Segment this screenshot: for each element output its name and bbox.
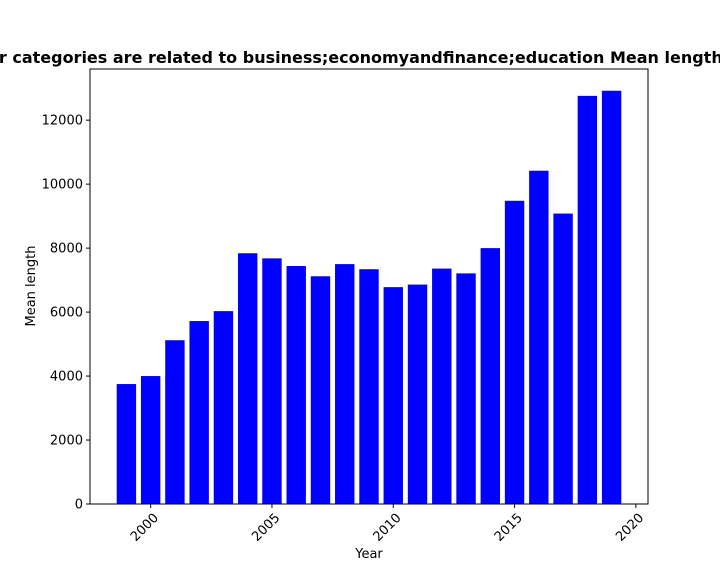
bar-2007 [310,276,331,504]
bar-2006 [286,266,306,504]
bar-2011 [407,284,428,504]
x-tick-label: 2005 [249,511,283,545]
bar-2002 [189,321,209,504]
y-axis-ticks: 0 2000 4000 6000 8000 10000 12000 [42,114,90,513]
bar-2015 [504,200,525,504]
bar-1999 [116,384,137,504]
bar-2019 [601,90,622,504]
bars-group [116,90,622,504]
y-tick-label: 2000 [50,434,83,449]
y-tick-label: 4000 [50,370,83,385]
bar-2012 [432,268,452,504]
bar-2004 [237,253,258,504]
bar-2018 [577,95,598,504]
chart-title: Privacy policies that their categories a… [0,48,720,67]
bar-2001 [165,340,185,504]
x-tick-label: 2015 [492,511,526,545]
bar-2000 [140,376,161,504]
bar-2010 [383,287,403,504]
plot-frame [89,68,649,505]
y-axis-label: Mean length [24,246,39,327]
x-tick-label: 2010 [371,511,405,545]
bar-2013 [456,273,476,504]
x-axis-ticks: 2000 2005 2010 2015 2020 [128,504,647,545]
bar-2008 [335,264,355,504]
x-tick-label: 2020 [613,511,647,545]
y-tick-label: 12000 [42,114,83,129]
bar-2017 [553,213,573,504]
bar-2014 [480,248,501,504]
bar-2009 [359,269,379,504]
x-axis-label: Year [354,547,383,562]
y-tick-label: 10000 [42,178,83,193]
x-tick-label: 2000 [128,511,162,545]
y-tick-label: 6000 [50,306,83,321]
bar-2003 [213,311,234,504]
y-tick-label: 8000 [50,242,83,257]
bar-2016 [529,170,549,504]
y-tick-label: 0 [75,498,83,513]
bar-2005 [262,258,282,504]
